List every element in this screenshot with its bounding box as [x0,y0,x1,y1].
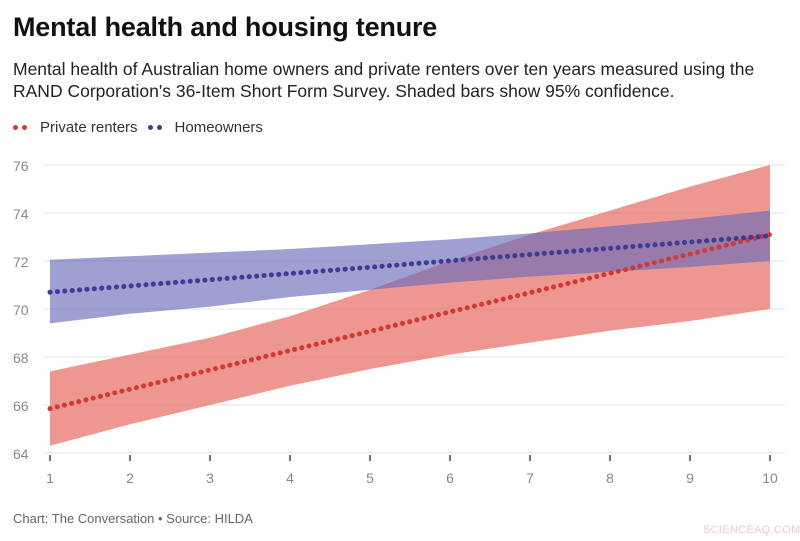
legend-label-private-renters: Private renters [40,119,138,136]
series-line-homeowners [47,233,773,295]
x-tick-label: 2 [126,470,134,486]
legend-swatch-private-renters [13,124,31,131]
confidence-band-homeowners [50,210,770,324]
legend-swatch-homeowners [147,124,166,131]
series-line-private-renters [47,232,773,412]
x-tick-label: 6 [446,470,454,486]
legend: Private renters Homeowners [13,119,273,136]
y-tick-label: 64 [13,446,29,462]
x-tick-label: 1 [46,470,54,486]
chart-subtitle: Mental health of Australian home owners … [13,59,755,101]
y-tick-label: 74 [13,206,29,222]
x-tick-label: 9 [686,470,694,486]
y-tick-label: 76 [13,158,29,174]
x-tick-label: 3 [206,470,214,486]
x-tick-label: 8 [606,470,614,486]
chart-source: Chart: The Conversation • Source: HILDA [13,511,253,526]
legend-item-private-renters: Private renters [13,119,138,136]
y-tick-label: 70 [13,302,29,318]
x-tick-label: 7 [526,470,534,486]
legend-label-homeowners: Homeowners [174,119,263,136]
watermark: SCIENCEAQ.COM [703,524,800,536]
y-tick-label: 68 [13,350,29,366]
legend-item-homeowners: Homeowners [147,119,263,136]
y-tick-label: 72 [13,254,29,270]
x-tick-label: 10 [762,470,778,486]
x-tick-label: 4 [286,470,294,486]
chart-title: Mental health and housing tenure [13,12,438,42]
y-tick-label: 66 [13,398,29,414]
x-tick-label: 5 [366,470,374,486]
